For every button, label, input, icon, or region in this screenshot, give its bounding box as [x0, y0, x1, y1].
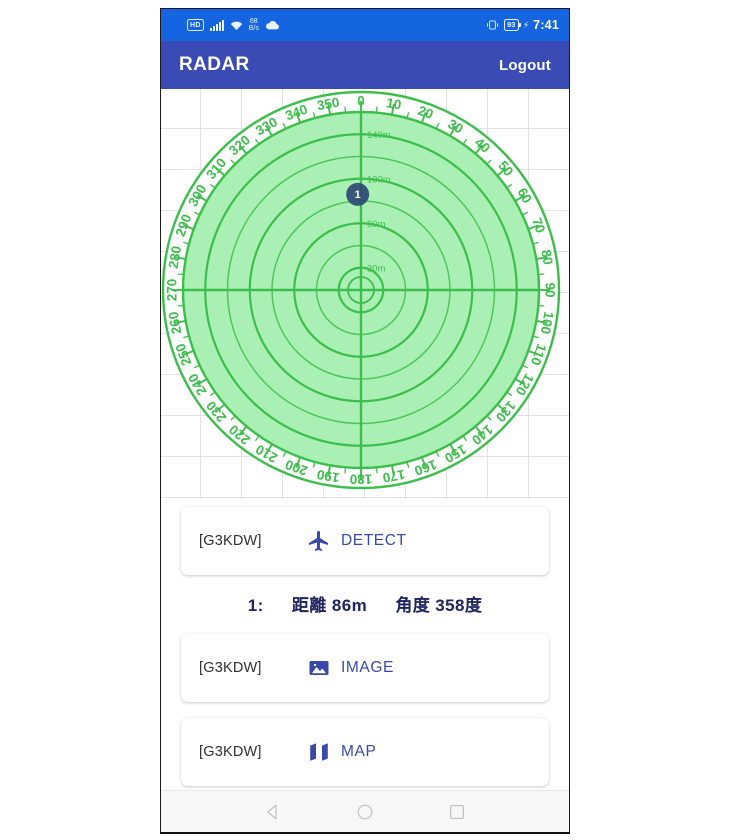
map-icon: [307, 740, 331, 764]
svg-text:290: 290: [173, 212, 195, 238]
recents-square-icon[interactable]: [448, 803, 466, 821]
main-content: [G3KDW] DETECT 1: 距離 86m 角度 358度 [G3KDW]: [161, 499, 569, 786]
home-circle-icon[interactable]: [356, 803, 374, 821]
svg-text:180: 180: [350, 471, 373, 486]
svg-text:170: 170: [381, 467, 406, 486]
image-icon: [307, 656, 331, 680]
status-bar-right: 93 ⚡ 7:41: [485, 18, 560, 32]
app-bar: RADAR Logout: [161, 41, 569, 89]
image-card[interactable]: [G3KDW] IMAGE: [181, 634, 549, 702]
readout-id: 1:: [247, 596, 264, 615]
map-button[interactable]: MAP: [307, 740, 376, 764]
android-nav-bar: [161, 790, 569, 832]
svg-text:100: 100: [538, 310, 557, 335]
svg-text:30: 30: [445, 116, 466, 137]
svg-text:80: 80: [538, 248, 555, 265]
radar-display[interactable]: 0 10 20 30 40 50 60 70 80 90 100 110 120 130 140 150 160…: [161, 89, 569, 499]
svg-text:60m: 60m: [367, 219, 386, 230]
cloud-icon: [265, 20, 280, 30]
detect-card-label: DETECT: [341, 532, 407, 549]
status-bar-clock: 7:41: [533, 18, 559, 32]
hd-icon: HD: [187, 19, 204, 31]
wifi-icon: [230, 20, 243, 31]
svg-text:100m: 100m: [367, 174, 391, 185]
data-rate-indicator: 68 B/s: [249, 18, 259, 33]
image-card-label: IMAGE: [341, 659, 394, 676]
svg-text:20m: 20m: [367, 263, 386, 274]
svg-text:270: 270: [165, 279, 180, 302]
svg-text:190: 190: [316, 467, 341, 486]
map-card[interactable]: [G3KDW] MAP: [181, 718, 549, 786]
svg-text:90: 90: [542, 282, 557, 297]
detect-card-tag: [G3KDW]: [199, 533, 262, 549]
svg-text:60: 60: [514, 185, 535, 206]
target-readout: 1: 距離 86m 角度 358度: [181, 591, 549, 616]
readout-distance-value: 86m: [331, 596, 368, 615]
detect-card[interactable]: [G3KDW] DETECT: [181, 507, 549, 575]
data-rate-unit: B/s: [248, 25, 259, 32]
image-card-tag: [G3KDW]: [199, 660, 262, 676]
svg-text:0: 0: [357, 94, 365, 109]
radar-canvas[interactable]: 0 10 2030405060708090100110120130140150160…: [161, 89, 569, 499]
svg-text:10: 10: [385, 95, 402, 112]
svg-text:20: 20: [416, 103, 435, 122]
charging-bolt-icon: ⚡: [522, 19, 530, 30]
svg-text:350: 350: [316, 95, 341, 114]
svg-text:110: 110: [528, 342, 550, 368]
readout-angle-value: 358度: [435, 596, 483, 615]
map-card-label: MAP: [341, 743, 377, 760]
data-rate-value: 68: [249, 17, 258, 25]
status-bar: HD 68 B/s: [161, 9, 569, 41]
svg-text:250: 250: [173, 341, 195, 367]
svg-text:50: 50: [495, 158, 516, 179]
vibrate-icon: [485, 19, 500, 31]
readout-distance-label: 距離: [291, 596, 327, 615]
svg-text:160: 160: [412, 457, 438, 479]
phone-screen: HD 68 B/s: [160, 8, 570, 834]
map-card-tag: [G3KDW]: [199, 744, 262, 760]
svg-text:280: 280: [166, 245, 185, 270]
image-button[interactable]: IMAGE: [307, 656, 394, 680]
page-title: RADAR: [179, 54, 250, 75]
detect-button[interactable]: DETECT: [307, 529, 407, 553]
svg-text:260: 260: [166, 310, 185, 335]
svg-text:340: 340: [283, 102, 309, 124]
status-bar-left: HD 68 B/s: [171, 18, 485, 33]
battery-icon: 93: [503, 18, 522, 32]
svg-text:70: 70: [529, 216, 548, 235]
readout-angle-label: 角度: [395, 596, 431, 615]
back-triangle-icon[interactable]: [264, 803, 282, 821]
svg-text:200: 200: [283, 457, 309, 479]
signal-bars-icon: [209, 19, 224, 31]
svg-text:1: 1: [355, 189, 361, 201]
airplane-icon: [307, 529, 331, 553]
logout-button[interactable]: Logout: [498, 56, 551, 74]
svg-text:40: 40: [472, 135, 493, 156]
svg-text:140m: 140m: [367, 130, 391, 141]
